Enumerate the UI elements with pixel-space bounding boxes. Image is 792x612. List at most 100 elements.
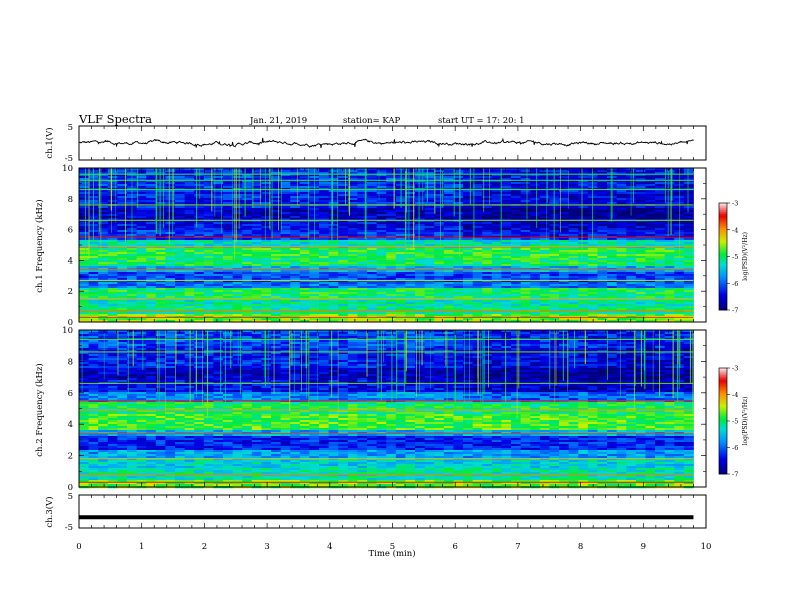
spectrogram-cell <box>117 212 128 215</box>
spectrogram-cell <box>415 278 426 281</box>
spectrogram-cell <box>299 306 310 309</box>
spectrogram-cell <box>338 178 349 181</box>
spectrogram-cell <box>587 302 598 305</box>
spectrogram-cell <box>280 184 291 187</box>
spectrogram-cell <box>645 274 656 277</box>
spectrogram-cell <box>98 224 109 227</box>
spectrogram-cell <box>290 180 301 183</box>
spectrogram-cell <box>271 290 282 293</box>
spectrogram-cell <box>530 244 541 247</box>
spectrogram-cell <box>146 218 157 221</box>
spectrogram-cell <box>453 280 464 283</box>
spectrogram-cell <box>463 282 474 285</box>
spectrogram-cell <box>88 306 99 309</box>
spectrogram-cell <box>232 286 243 289</box>
spectrogram-cell <box>309 276 320 279</box>
spectrogram-cell <box>203 168 214 171</box>
spectrogram-cell <box>655 304 666 307</box>
spectrogram-cell <box>655 210 666 213</box>
spectrogram-cell <box>146 240 157 243</box>
spectrogram-cell <box>415 232 426 235</box>
spectrogram-cell <box>443 196 454 199</box>
spectrogram-cell <box>597 258 608 261</box>
spectrogram-cell <box>98 222 109 225</box>
spectrogram-cell <box>223 220 234 223</box>
spectrogram-cell <box>155 196 166 199</box>
spectrogram-cell <box>568 312 579 315</box>
spectrogram-cell <box>674 196 685 199</box>
spectrogram-cell <box>213 274 224 277</box>
spectrogram-cell <box>213 286 224 289</box>
spectrogram-cell <box>482 176 493 179</box>
spectrogram-cell <box>453 226 464 229</box>
spectrogram-cell <box>223 176 234 179</box>
spectrogram-cell <box>434 264 445 267</box>
spectrogram-cell <box>616 246 627 249</box>
spectrogram-cell <box>98 270 109 273</box>
spectrogram-cell <box>213 290 224 293</box>
spectrogram-cell <box>213 214 224 217</box>
spectrogram-cell <box>127 244 137 247</box>
spectrogram-cell <box>165 272 176 275</box>
spectrogram-cell <box>232 264 243 267</box>
spectrogram-cell <box>357 296 368 299</box>
spectrogram-cell <box>165 238 176 241</box>
spectrogram-cell <box>213 320 224 323</box>
spectrogram-cell <box>616 174 627 177</box>
spectrogram-cell <box>453 168 464 171</box>
spectrogram-cell <box>424 228 435 231</box>
spectrogram-cell <box>271 176 282 179</box>
spectrogram-cell <box>511 260 522 263</box>
spectrogram-cell <box>674 178 685 181</box>
spectrogram-cell <box>683 218 694 221</box>
spectrogram-cell <box>175 202 186 205</box>
spectrogram-cell <box>491 176 502 179</box>
spectrogram-cell <box>319 186 330 189</box>
spectrogram-cell <box>405 202 416 205</box>
spectrogram-cell <box>175 194 186 197</box>
spectrogram-cell <box>242 312 253 315</box>
spectrogram-cell <box>674 198 685 201</box>
spectrogram-cell <box>664 306 675 309</box>
spectrogram-cell <box>530 274 541 277</box>
spectrogram-cell <box>347 266 358 269</box>
spectrogram-cell <box>683 302 694 305</box>
spectrogram-cell <box>415 198 426 201</box>
spectrogram-cell <box>559 274 570 277</box>
spectrogram-cell <box>203 274 214 277</box>
spectrogram-cell <box>165 302 176 305</box>
spectrogram-cell <box>424 266 435 269</box>
spectrogram-cell <box>434 302 445 305</box>
spectrogram-cell <box>386 196 397 199</box>
spectrogram-cell <box>117 308 128 311</box>
spectrogram-cell <box>203 180 214 183</box>
spectrogram-cell <box>683 264 694 267</box>
spectrogram-cell <box>511 182 522 185</box>
spectrogram-cell <box>434 272 445 275</box>
spectrogram-cell <box>271 284 282 287</box>
spectrogram-cell <box>520 172 531 175</box>
spectrogram-cell <box>155 284 166 287</box>
spectrogram-cell <box>472 226 483 229</box>
spectrogram-cell <box>251 206 262 209</box>
spectrogram-cell <box>376 256 387 259</box>
spectrogram-cell <box>587 282 598 285</box>
spectrogram-cell <box>568 288 579 291</box>
spectrogram-cell <box>367 176 378 179</box>
spectrogram-cell <box>251 314 262 317</box>
spectrogram-cell <box>405 220 416 223</box>
spectrogram-cell <box>386 180 397 183</box>
spectrogram-cell <box>319 234 330 237</box>
spectrogram-cell <box>376 202 387 205</box>
spectrogram-cell <box>645 278 656 281</box>
spectrogram-cell <box>597 208 608 211</box>
spectrogram-cell <box>655 248 666 251</box>
spectrogram-cell <box>232 208 243 211</box>
spectrogram-cell <box>674 262 685 265</box>
spectrogram-cell <box>511 226 522 229</box>
spectrogram-cell <box>338 168 349 171</box>
spectrogram-cell <box>559 248 570 251</box>
spectrogram-cell <box>434 184 445 187</box>
spectrogram-cell <box>472 224 483 227</box>
spectrogram-cell <box>107 262 118 265</box>
